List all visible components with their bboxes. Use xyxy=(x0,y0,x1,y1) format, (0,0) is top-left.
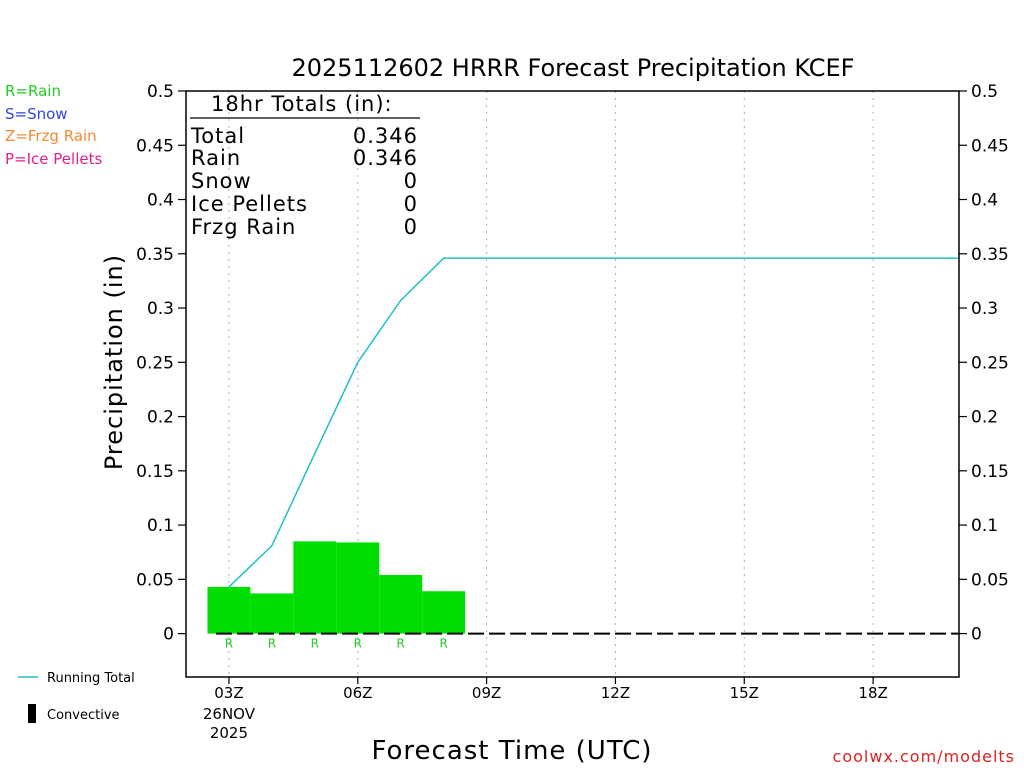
y-tick-label-left: 0.4 xyxy=(147,191,174,211)
plot-frame xyxy=(185,90,960,678)
totals-box: 18hr Totals (in): Total 0.346 Rain 0.346… xyxy=(190,92,420,239)
y-tick-label-right: 0 xyxy=(971,625,982,645)
x-tick-date: 26NOV xyxy=(203,705,256,723)
totals-heading: 18hr Totals (in): xyxy=(211,92,393,116)
type-label-rain: R xyxy=(354,637,362,651)
totals-label-frzg-rain: Frzg Rain xyxy=(191,215,296,239)
totals-value-snow: 0 xyxy=(404,169,418,193)
y-tick-label-left: 0.35 xyxy=(136,245,174,265)
y-tick-label-left: 0.3 xyxy=(147,299,174,319)
x-tick-label: 12Z xyxy=(601,684,630,702)
type-label-rain: R xyxy=(397,637,405,651)
rain-bar xyxy=(422,591,466,634)
totals-value-frzg-rain: 0 xyxy=(404,215,418,239)
legend-convective: Convective xyxy=(47,708,120,723)
x-tick-label: 03Z xyxy=(214,684,243,702)
totals-value-ice-pellets: 0 xyxy=(404,192,418,216)
rain-bars xyxy=(207,541,466,634)
rain-bar xyxy=(379,574,423,634)
y-tick-label-left: 0.2 xyxy=(147,408,174,428)
y-tick-label-right: 0.05 xyxy=(971,570,1009,590)
totals-label-ice-pellets: Ice Pellets xyxy=(191,192,308,216)
y-tick-label-right: 0.35 xyxy=(971,245,1009,265)
type-label-rain: R xyxy=(439,637,447,651)
y-tick-label-right: 0.15 xyxy=(971,462,1009,482)
totals-value-rain: 0.346 xyxy=(353,146,418,170)
y-tick-label-left: 0.15 xyxy=(136,462,174,482)
totals-label-rain: Rain xyxy=(191,146,241,170)
y-axis-label: Precipitation (in) xyxy=(100,254,128,470)
rain-bar xyxy=(207,586,251,634)
x-tick-label: 06Z xyxy=(343,684,372,702)
bottom-legend: Running Total Convective xyxy=(18,671,135,723)
y-tick-label-right: 0.3 xyxy=(971,299,998,319)
rain-bar xyxy=(293,541,337,634)
totals-value-total: 0.346 xyxy=(353,124,418,148)
y-tick-label-left: 0.45 xyxy=(136,136,174,156)
y-tick-label-right: 0.1 xyxy=(971,516,998,536)
legend-ice-pellets: P=Ice Pellets xyxy=(5,150,102,168)
legend-running-total: Running Total xyxy=(47,671,135,686)
totals-label-total: Total xyxy=(190,124,245,148)
type-label-rain: R xyxy=(268,637,276,651)
x-axis-label: Forecast Time (UTC) xyxy=(371,736,652,766)
rain-bar xyxy=(336,542,380,634)
type-label-rain: R xyxy=(225,637,233,651)
credit-text: coolwx.com/modelts xyxy=(833,747,1015,766)
y-tick-label-right: 0.45 xyxy=(971,136,1009,156)
y-tick-label-left: 0.05 xyxy=(136,570,174,590)
running-total-series xyxy=(228,257,959,588)
legend-snow: S=Snow xyxy=(5,105,68,123)
x-tick-label: 18Z xyxy=(858,684,887,702)
y-tick-label-right: 0.2 xyxy=(971,408,998,428)
y-tick-label-right: 0.25 xyxy=(971,353,1009,373)
y-tick-label-left: 0.25 xyxy=(136,353,174,373)
type-label-rain: R xyxy=(311,637,319,651)
x-tick-label: 15Z xyxy=(730,684,759,702)
y-tick-label-right: 0.5 xyxy=(971,82,998,102)
y-tick-label-left: 0 xyxy=(163,625,174,645)
legend-frzg-rain: Z=Frzg Rain xyxy=(5,127,97,145)
rain-bar xyxy=(250,593,294,634)
running-total-line xyxy=(228,257,959,588)
y-tick-label-left: 0.1 xyxy=(147,516,174,536)
x-tick-year: 2025 xyxy=(210,724,248,742)
y-ticks-right: 0 0.05 0.1 0.15 0.2 0.25 0.3 0.35 0.4 0.45 0.5 xyxy=(959,82,1009,645)
convective-legend-bar-icon xyxy=(28,704,36,723)
legend-rain: R=Rain xyxy=(5,82,61,100)
y-ticks-left: 0 0.05 0.1 0.15 0.2 0.25 0.3 0.35 0.4 0.45 0.5 xyxy=(136,82,186,645)
chart-title: 2025112602 HRRR Forecast Precipitation K… xyxy=(291,54,854,82)
totals-label-snow: Snow xyxy=(191,169,252,193)
precip-type-legend: R=Rain S=Snow Z=Frzg Rain P=Ice Pellets xyxy=(5,82,102,168)
y-tick-label-left: 0.5 xyxy=(147,82,174,102)
x-tick-label: 09Z xyxy=(472,684,501,702)
y-tick-label-right: 0.4 xyxy=(971,191,998,211)
